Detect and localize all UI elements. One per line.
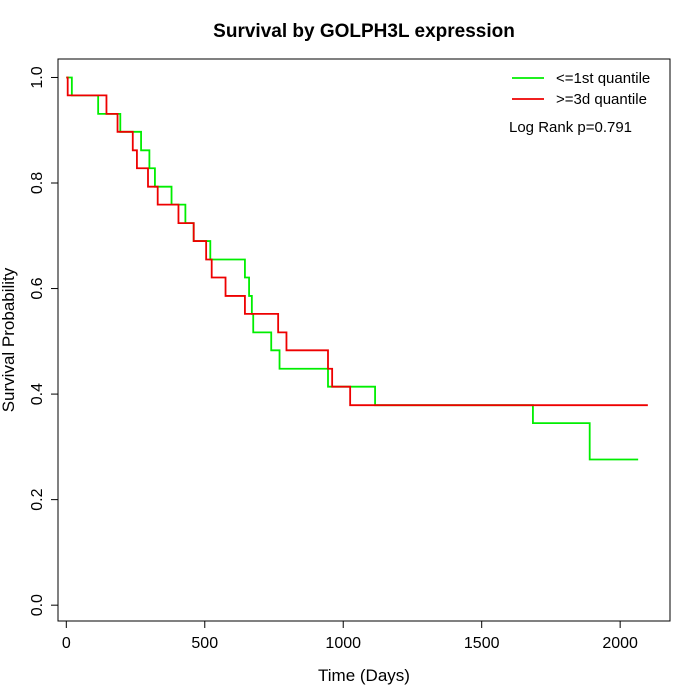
chart-title: Survival by GOLPH3L expression [213,21,515,42]
x-tick-label: 1000 [325,635,361,652]
x-tick-label: 1500 [464,635,500,652]
legend-label: <=1st quantile [556,70,650,87]
series-layer [66,76,648,461]
series-line-2 [66,76,648,407]
plot-frame [57,58,671,622]
legend-label: >=3d quantile [556,91,647,108]
x-axis: 0 500 1000 1500 2000 [62,621,638,652]
y-tick-label: 1.0 [29,66,46,88]
y-tick-label: 0.6 [29,277,46,299]
x-tick-label: 0 [62,635,71,652]
x-axis-label: Time (Days) [318,666,410,685]
y-axis: 0.0 0.2 0.4 0.6 0.8 1.0 [29,66,58,616]
x-tick-label: 500 [191,635,218,652]
y-tick-label: 0.4 [29,383,46,405]
y-axis-label: Survival Probability [0,267,18,412]
y-tick-label: 0.2 [29,488,46,510]
legend: <=1st quantile >=3d quantile [512,70,650,108]
y-tick-label: 0.8 [29,172,46,194]
log-rank-annotation: Log Rank p=0.791 [509,119,632,136]
y-tick-label: 0.0 [29,594,46,616]
x-tick-label: 2000 [602,635,638,652]
